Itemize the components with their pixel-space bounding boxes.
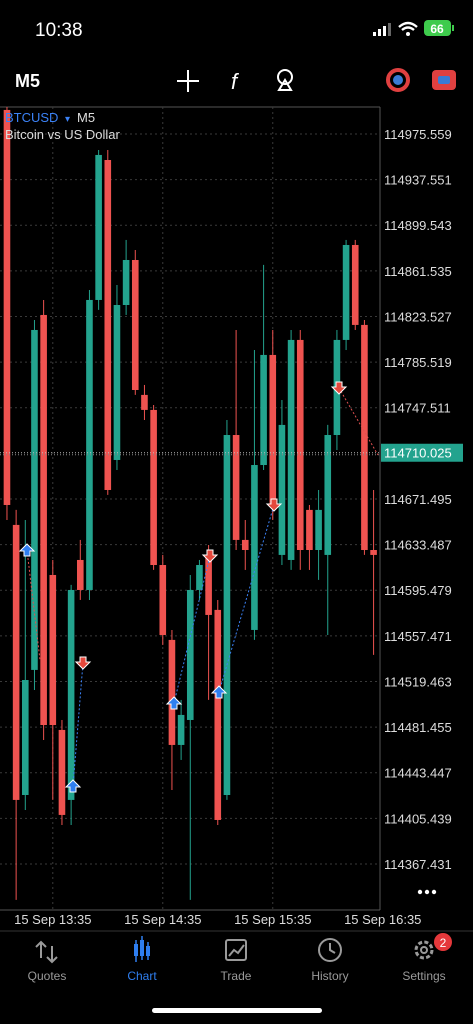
candle-body [3, 109, 11, 505]
x-tick-label: 15 Sep 15:35 [234, 912, 311, 927]
x-tick-label: 15 Sep 14:35 [124, 912, 201, 927]
candle-body [251, 465, 258, 630]
candle-body [260, 354, 267, 466]
y-tick-label: 114595.479 [384, 583, 452, 598]
candle-body [131, 259, 139, 390]
y-tick-label: 114519.463 [384, 674, 452, 689]
candle-body [241, 539, 249, 551]
symbol[interactable]: BTCUSD [5, 110, 58, 125]
chart-timeframe: M5 [77, 110, 95, 125]
candle-body [278, 424, 286, 555]
nav-label[interactable]: Chart [127, 969, 157, 983]
candle-body [205, 554, 212, 615]
nav-label[interactable]: Quotes [28, 969, 67, 983]
candle-body [177, 714, 185, 745]
candle-body [86, 299, 93, 590]
y-tick-label: 114633.487 [384, 538, 452, 553]
y-tick-label: 114937.551 [384, 173, 452, 188]
crosshair-icon[interactable] [177, 70, 199, 92]
y-tick-label: 114899.543 [384, 218, 452, 233]
candle-body [67, 589, 75, 800]
candle-body [223, 435, 231, 796]
candle-body [186, 589, 194, 720]
battery [424, 20, 451, 36]
settings-icon[interactable] [414, 940, 434, 960]
candle-body [159, 565, 167, 635]
more-menu[interactable] [417, 889, 437, 895]
battery-level: 66 [430, 22, 444, 36]
candle-body [76, 559, 84, 590]
history-icon[interactable] [318, 938, 342, 962]
signal [373, 23, 391, 36]
current-price-tag [381, 443, 463, 462]
candle-body [232, 435, 240, 540]
wifi-dot [406, 32, 410, 36]
trade-markers [26, 387, 379, 787]
buy-arrows [18, 543, 228, 793]
candle-body [306, 509, 313, 551]
candle-body [141, 394, 148, 410]
candle-body [150, 409, 157, 566]
y-tick-label: 114861.535 [384, 264, 452, 279]
candle-body [370, 550, 377, 555]
x-tick-label: 15 Sep 16:35 [344, 912, 421, 927]
plot [0, 106, 380, 910]
candle-body [113, 305, 121, 460]
candle-body [342, 244, 350, 340]
battery-tip [452, 25, 454, 31]
candle-body [49, 574, 57, 726]
candle-body [31, 329, 38, 670]
candle-body [40, 314, 47, 726]
nav-label[interactable]: Settings [402, 969, 445, 983]
nav-label[interactable]: History [311, 969, 348, 983]
candle-body [95, 154, 102, 300]
candle-body [122, 259, 130, 306]
candle-body [315, 509, 322, 551]
quotes-icon[interactable] [35, 940, 58, 964]
settings-badge: 2 [440, 936, 447, 950]
candle-body [296, 339, 304, 551]
y-tick-label: 114823.527 [384, 309, 452, 324]
clock: 10:38 [35, 20, 83, 41]
y-tick-label: 114405.439 [384, 811, 452, 826]
nav-label[interactable]: Trade [221, 969, 252, 983]
candle-body [324, 435, 332, 555]
candle-body [269, 354, 277, 505]
candle-body [12, 524, 20, 800]
trade-icon[interactable] [432, 70, 456, 90]
candle-body [196, 565, 203, 590]
trade-nav-icon[interactable] [225, 939, 247, 961]
settings-badge-bg [434, 933, 452, 951]
wifi [398, 21, 418, 31]
objects-icon[interactable] [277, 69, 293, 91]
sell-arrows [74, 381, 348, 670]
candle-body [21, 680, 29, 796]
y-tick-label: 114671.495 [384, 492, 452, 507]
candle-body [287, 339, 295, 560]
timeframe-button[interactable]: M5 [15, 71, 40, 91]
y-tick-label: 114557.471 [384, 629, 452, 644]
chart-icon[interactable] [134, 936, 150, 962]
candle-body [351, 244, 359, 325]
y-tick-label: 114785.519 [384, 355, 452, 370]
symbol-dropdown[interactable]: ▾ [65, 114, 70, 125]
candle-body [361, 324, 368, 551]
symbol-description: Bitcoin vs US Dollar [5, 127, 121, 142]
x-tick-label: 15 Sep 13:35 [14, 912, 91, 927]
y-tick-label: 114443.447 [384, 766, 452, 781]
indicators-icon[interactable]: f [231, 69, 240, 94]
y-tick-label: 114481.455 [384, 720, 452, 735]
candle-body [214, 609, 222, 820]
candle-body [104, 159, 112, 490]
current-price-label: 114710.025 [384, 446, 452, 461]
y-tick-label: 114747.511 [384, 401, 451, 416]
y-tick-label: 114367.431 [384, 857, 452, 872]
candle-body [168, 639, 176, 745]
account-icon[interactable] [386, 68, 410, 92]
home-indicator [152, 1008, 322, 1013]
y-tick-label: 114975.559 [384, 127, 452, 142]
candle-body [58, 729, 66, 815]
